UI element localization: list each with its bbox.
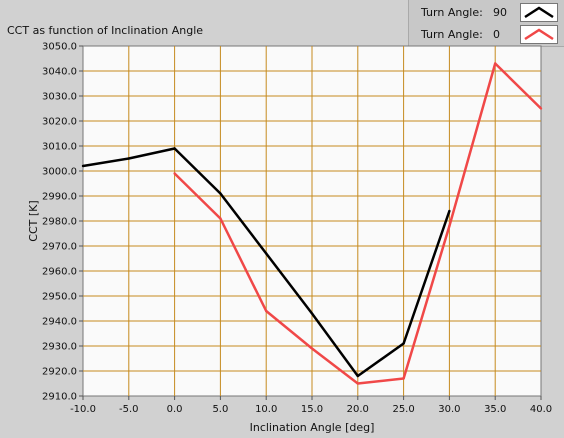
x-axis-label: Inclination Angle [deg] [250,421,375,434]
x-tick-label: 15.0 [301,404,323,415]
legend-entry-series-1: Turn Angle: 90 [409,2,564,24]
data-point [81,164,85,168]
data-point [310,312,314,315]
legend-swatch-series-1[interactable] [520,3,558,22]
data-point [265,252,268,255]
y-tick-label: 3000.0 [42,167,77,178]
data-point [265,309,268,313]
data-point [173,147,176,150]
y-tick-label: 2950.0 [42,292,77,303]
legend-line-series-2 [524,28,554,41]
data-point [494,62,497,65]
y-tick-label: 3020.0 [42,117,77,128]
data-point [219,192,222,195]
legend-label: Turn Angle: [421,6,483,19]
y-tick-label: 2980.0 [42,217,77,228]
x-tick-label: -5.0 [119,404,139,415]
y-axis-ticks: 2910.0 2920.0 2930.0 2940.0 2950.0 2960.0 2970… [42,42,83,403]
y-tick-label: 3030.0 [42,92,77,103]
data-point [356,382,359,385]
x-tick-label: 25.0 [392,404,414,415]
y-tick-label: 2910.0 [42,392,77,403]
data-point [173,172,176,175]
y-axis-label: CCT [K] [27,200,40,241]
y-tick-label: 2970.0 [42,242,77,253]
y-tick-label: 3050.0 [42,42,77,53]
legend-swatch-series-2[interactable] [520,25,558,44]
legend: Turn Angle: 90 Turn Angle: 0 [408,0,564,47]
y-tick-label: 3040.0 [42,67,77,78]
chart-title: CCT as function of Inclination Angle [7,24,204,37]
y-tick-label: 2920.0 [42,367,77,378]
data-point [127,157,130,160]
x-tick-label: 5.0 [212,404,228,415]
y-tick-label: 2960.0 [42,267,77,278]
x-tick-label: 10.0 [255,404,277,415]
x-axis-ticks: -10.0 -5.0 0.0 5.0 10.0 15.0 20.0 25.0 30.0 35.0 4… [70,396,552,415]
y-tick-label: 3010.0 [42,142,77,153]
data-point [448,209,451,213]
y-tick-label: 2940.0 [42,317,77,328]
legend-value: 90 [493,6,507,19]
data-point [448,224,451,228]
legend-line-series-1 [524,6,554,19]
x-tick-label: -10.0 [70,404,96,415]
x-tick-label: 30.0 [438,404,460,415]
series-lines [81,62,543,385]
x-tick-label: 35.0 [484,404,506,415]
data-point [310,347,314,350]
y-tick-label: 2990.0 [42,192,77,203]
data-point [402,342,405,345]
data-point [402,377,405,380]
x-tick-label: 20.0 [347,404,369,415]
x-tick-label: 0.0 [167,404,183,415]
data-point [539,107,543,110]
legend-label: Turn Angle: [421,28,483,41]
data-point [219,217,222,220]
legend-value: 0 [493,28,500,41]
x-tick-label: 40.0 [530,404,552,415]
data-point [356,374,359,378]
legend-entry-series-2: Turn Angle: 0 [409,24,564,46]
y-tick-label: 2930.0 [42,342,77,353]
